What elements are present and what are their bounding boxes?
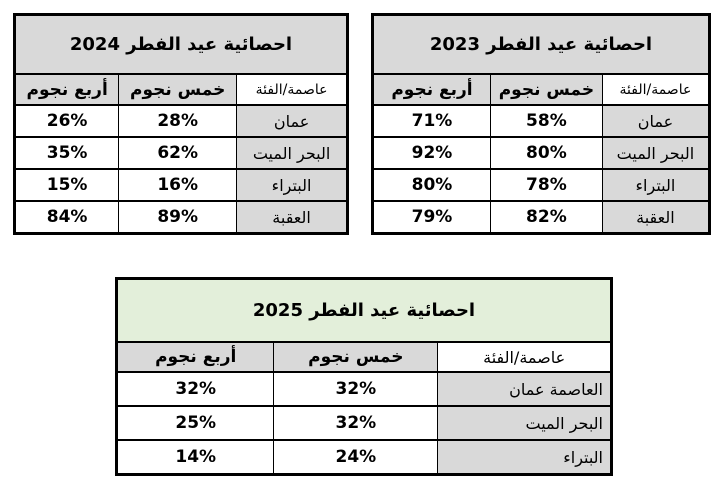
table-row: عمان 58% 71%	[372, 104, 711, 138]
four-star-value: 32%	[115, 371, 275, 407]
category-cell: البتراء	[437, 439, 612, 476]
table-title-2025: احصائية عيد الفطر 2025	[116, 277, 612, 343]
header-cell-five-stars: خمس نجوم	[118, 73, 238, 106]
four-star-value: 14%	[115, 439, 275, 476]
four-star-value: 92%	[372, 136, 491, 170]
four-star-value: 80%	[372, 168, 491, 202]
four-star-value: 25%	[115, 405, 275, 441]
five-star-value: 28%	[118, 104, 238, 138]
category-cell: البحر الميت	[236, 136, 348, 170]
five-star-value: 24%	[273, 439, 439, 476]
category-cell: البتراء	[236, 168, 348, 202]
header-cell-category: عاصمة/الفئة	[601, 73, 711, 106]
five-star-value: 82%	[489, 200, 603, 235]
table-eid-2024: احصائية عيد الفطر 2024 عاصمة/الفئة خمس ن…	[13, 13, 349, 235]
four-star-value: 84%	[13, 200, 120, 235]
five-star-value: 80%	[489, 136, 603, 170]
category-cell: البتراء	[601, 168, 711, 202]
table-row: البتراء 16% 15%	[13, 168, 348, 202]
four-star-value: 71%	[372, 104, 491, 138]
category-cell: البحر الميت	[601, 136, 711, 170]
five-star-value: 89%	[118, 200, 238, 235]
four-star-value: 79%	[372, 200, 491, 235]
five-star-value: 16%	[118, 168, 238, 202]
table-row: العقبة 89% 84%	[13, 200, 348, 235]
table-row: البتراء 78% 80%	[372, 168, 711, 202]
category-cell: عمان	[601, 104, 711, 138]
table-row: العقبة 82% 79%	[372, 200, 711, 235]
five-star-value: 78%	[489, 168, 603, 202]
category-cell: البحر الميت	[437, 405, 612, 441]
table-title-2023: احصائية عيد الفطر 2023	[372, 13, 710, 75]
table-row: البحر الميت 32% 25%	[115, 405, 612, 441]
category-cell: العاصمة عمان	[437, 371, 612, 407]
header-cell-four-stars: أربع نجوم	[115, 341, 275, 373]
table-row: العاصمة عمان 32% 32%	[115, 371, 612, 407]
category-cell: عمان	[236, 104, 348, 138]
category-cell: العقبة	[236, 200, 348, 235]
five-star-value: 62%	[118, 136, 238, 170]
table-row: البحر الميت 80% 92%	[372, 136, 711, 170]
four-star-value: 26%	[13, 104, 120, 138]
header-cell-five-stars: خمس نجوم	[273, 341, 439, 373]
four-star-value: 35%	[13, 136, 120, 170]
header-cell-category: عاصمة/الفئة	[437, 341, 612, 373]
five-star-value: 32%	[273, 405, 439, 441]
table-row: البحر الميت 62% 35%	[13, 136, 348, 170]
header-cell-five-stars: خمس نجوم	[489, 73, 603, 106]
header-cell-four-stars: أربع نجوم	[372, 73, 491, 106]
table-row: عمان 28% 26%	[13, 104, 348, 138]
five-star-value: 58%	[489, 104, 603, 138]
table-row: البتراء 24% 14%	[115, 439, 612, 476]
table-eid-2023: احصائية عيد الفطر 2023 عاصمة/الفئة خمس ن…	[371, 13, 711, 235]
five-star-value: 32%	[273, 371, 439, 407]
table-eid-2025: احصائية عيد الفطر 2025 عاصمة/الفئة خمس ن…	[115, 277, 613, 476]
table-title-2024: احصائية عيد الفطر 2024	[14, 13, 348, 75]
four-star-value: 15%	[13, 168, 120, 202]
header-cell-category: عاصمة/الفئة	[236, 73, 348, 106]
header-cell-four-stars: أربع نجوم	[13, 73, 120, 106]
category-cell: العقبة	[601, 200, 711, 235]
